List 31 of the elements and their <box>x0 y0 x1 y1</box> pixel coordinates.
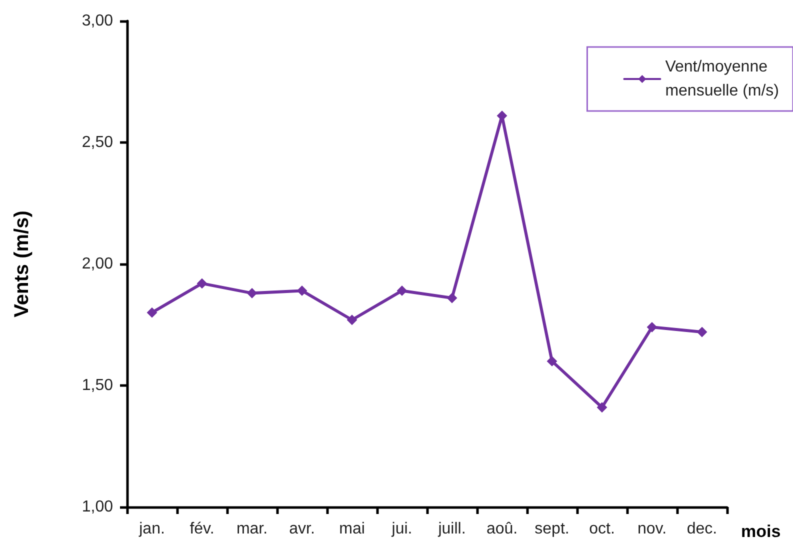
x-tick-label: mar. <box>236 520 268 538</box>
x-tick-label: jui. <box>390 520 412 538</box>
y-tick-label: 3,00 <box>82 12 114 30</box>
x-tick-label: sept. <box>534 520 570 538</box>
x-tick-label: nov. <box>637 520 667 538</box>
point <box>297 286 307 296</box>
x-tick-label: juill. <box>437 520 466 538</box>
point <box>447 293 457 304</box>
x-tick-label: jan. <box>138 520 165 538</box>
point <box>247 288 257 298</box>
legend-label: Vent/moyenne mensuelle (m/s) <box>665 58 780 100</box>
x-tick-label: fév. <box>190 520 214 538</box>
point <box>397 286 407 296</box>
point <box>347 314 357 325</box>
y-tick-label: 1,50 <box>82 377 114 394</box>
y-tick-label: 2,50 <box>82 134 114 151</box>
x-tick-label: mai <box>339 520 365 538</box>
x-tick-label: oct. <box>589 520 615 538</box>
point <box>647 322 657 332</box>
point <box>597 402 607 412</box>
y-axis-title: Vents (m/s) <box>11 210 33 318</box>
y-tick-label: 1,00 <box>82 498 114 516</box>
point <box>147 308 157 318</box>
x-axis-title: mois <box>741 522 781 541</box>
y-tick-label: 2,00 <box>82 256 114 272</box>
x-tick-label: dec. <box>686 520 718 538</box>
point <box>547 356 557 366</box>
point <box>697 327 707 338</box>
point <box>197 278 207 288</box>
x-tick-label: aoû. <box>486 520 518 538</box>
x-tick-label: avr. <box>289 520 315 538</box>
